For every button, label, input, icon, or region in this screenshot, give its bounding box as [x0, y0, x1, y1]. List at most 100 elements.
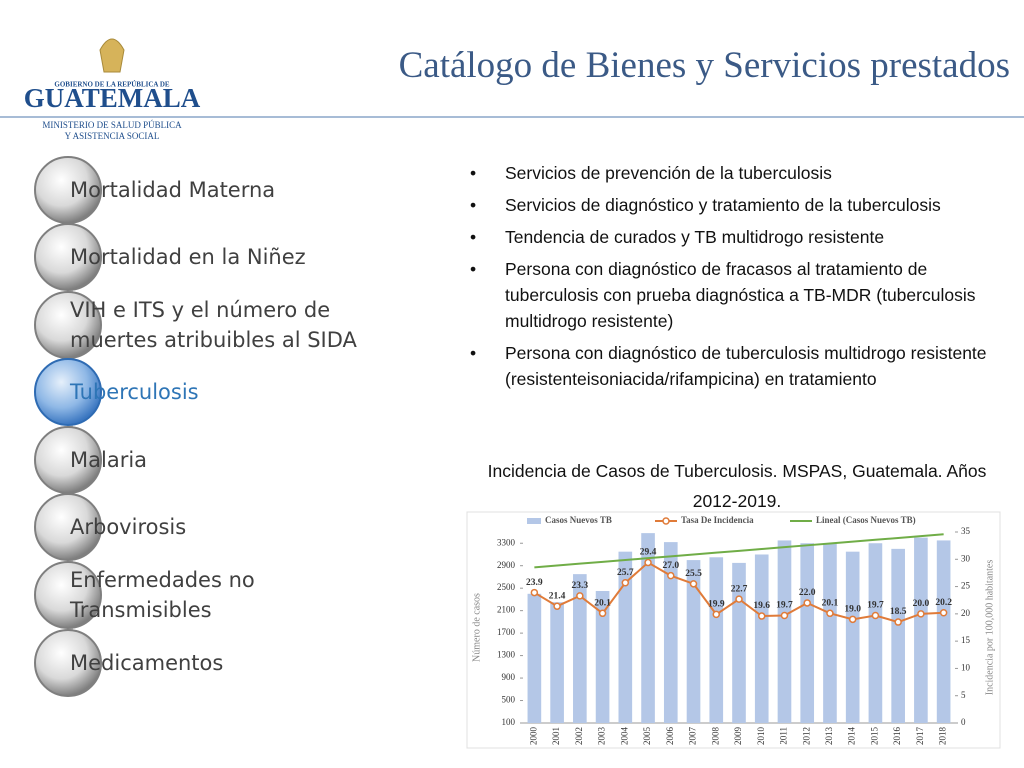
y2-tick-label: 15 [961, 635, 971, 645]
slide-title: Catálogo de Bienes y Servicios prestados [398, 45, 1010, 86]
x-tick-label: 2000 [528, 727, 538, 746]
menu-bullet [34, 358, 102, 426]
y2-tick-label: 5 [961, 690, 966, 700]
data-label: 19.7 [867, 601, 884, 611]
bar [868, 543, 883, 723]
menu-item: Arbovirosis [70, 515, 187, 539]
data-label: 22.7 [731, 584, 748, 594]
bar [800, 543, 815, 723]
y-tick-label: 1300 [497, 650, 516, 660]
data-label: 20.2 [935, 598, 952, 608]
menu-item: Mortalidad en la Niñez [70, 245, 306, 269]
bar [550, 602, 564, 723]
marker [712, 610, 721, 619]
y2-tick-label: 35 [961, 526, 971, 536]
marker [689, 580, 698, 588]
bar [754, 554, 769, 723]
data-label: 23.9 [526, 578, 543, 588]
bar [618, 551, 633, 723]
data-label: 20.1 [594, 598, 611, 608]
y2-tick-label: 30 [961, 553, 971, 563]
bullet-item: Tendencia de curados y TB multidrogo res… [470, 224, 990, 250]
marker [553, 602, 561, 610]
bar [823, 543, 837, 723]
x-tick-label: 2003 [597, 727, 607, 746]
data-label: 18.5 [890, 607, 907, 617]
x-tick-label: 2008 [710, 727, 720, 746]
bar [709, 557, 724, 723]
menu-bullet [34, 223, 102, 291]
data-label: 19.6 [753, 601, 770, 611]
x-tick-label: 2013 [824, 727, 834, 746]
bar [641, 533, 655, 723]
marker [826, 609, 834, 618]
y-tick-label: 1700 [497, 627, 516, 637]
marker [894, 618, 902, 626]
bar [936, 540, 951, 723]
marker [667, 571, 675, 580]
data-label: 25.5 [685, 569, 702, 579]
x-tick-label: 2002 [574, 727, 584, 745]
y-tick-label: 2900 [497, 560, 516, 570]
marker [576, 592, 584, 600]
data-label: 20.1 [822, 598, 839, 608]
x-tick-label: 2001 [551, 727, 561, 745]
x-tick-label: 2018 [938, 727, 948, 746]
marker [644, 558, 652, 567]
bullet-item: Persona con diagnóstico de tuberculosis … [470, 340, 990, 392]
marker [735, 595, 743, 603]
data-label: 23.3 [572, 581, 589, 591]
marker [530, 588, 539, 597]
data-label: 29.4 [640, 548, 657, 558]
x-tick-label: 2014 [847, 727, 857, 746]
marker [917, 610, 925, 618]
marker [848, 615, 857, 624]
x-tick-label: 2004 [619, 727, 629, 746]
bar [686, 560, 701, 723]
bullet-item: Persona con diagnóstico de fracasos al t… [470, 256, 990, 334]
menu-item: Malaria [70, 448, 148, 472]
bar [573, 574, 587, 723]
y-tick-label: 100 [502, 717, 516, 727]
y2-tick-label: 20 [961, 608, 971, 618]
marker [621, 579, 630, 587]
bar [891, 548, 905, 723]
y-tick-label: 3300 [497, 537, 516, 547]
logo-line: Y ASISTENCIA SOCIAL [65, 131, 160, 141]
menu-bullet [34, 561, 102, 629]
marker [871, 611, 880, 620]
chart: 100 500 900 1300 1700 2100 2500 2900 3300 0 5 10 15 2… [471, 515, 995, 745]
y2-axis-title: Incidencia por 100,000 habitantes [984, 560, 995, 696]
menu-item: Enfermedades no Transmisibles [70, 568, 255, 622]
data-label: 22.0 [799, 588, 816, 598]
data-label: 19.0 [844, 605, 861, 615]
bar [732, 562, 746, 723]
logo-emblem [99, 38, 125, 73]
y-tick-label: 900 [502, 672, 516, 682]
x-tick-label: 2005 [642, 727, 652, 746]
data-label: 27.0 [662, 561, 679, 571]
marker [803, 599, 811, 607]
y2-tick-label: 10 [961, 662, 971, 672]
bar [845, 551, 860, 723]
x-tick-label: 2016 [892, 727, 902, 746]
logo-name: GUATEMALA [24, 83, 201, 113]
menu-item: Tuberculosis [70, 380, 199, 404]
menu-item: VIH e ITS y el número de muertes atribui… [70, 298, 357, 352]
bar [914, 537, 928, 723]
marker [939, 609, 948, 617]
chart-title: Incidencia de Casos de Tuberculosis. MSP… [487, 461, 987, 511]
logo-line: MINISTERIO DE SALUD PÚBLICA [42, 120, 182, 130]
y-tick-label: 2100 [497, 605, 516, 615]
legend-marker [662, 517, 670, 525]
legend-label: Casos Nuevos TB [545, 515, 612, 525]
bullet-list: Servicios de prevención de la tuberculos… [470, 160, 990, 398]
bar [527, 593, 542, 723]
x-tick-label: 2006 [665, 727, 675, 746]
bar [777, 540, 792, 723]
y2-tick-label: 25 [961, 581, 971, 591]
legend-label: Lineal (Casos Nuevos TB) [816, 515, 916, 525]
marker [757, 612, 766, 620]
